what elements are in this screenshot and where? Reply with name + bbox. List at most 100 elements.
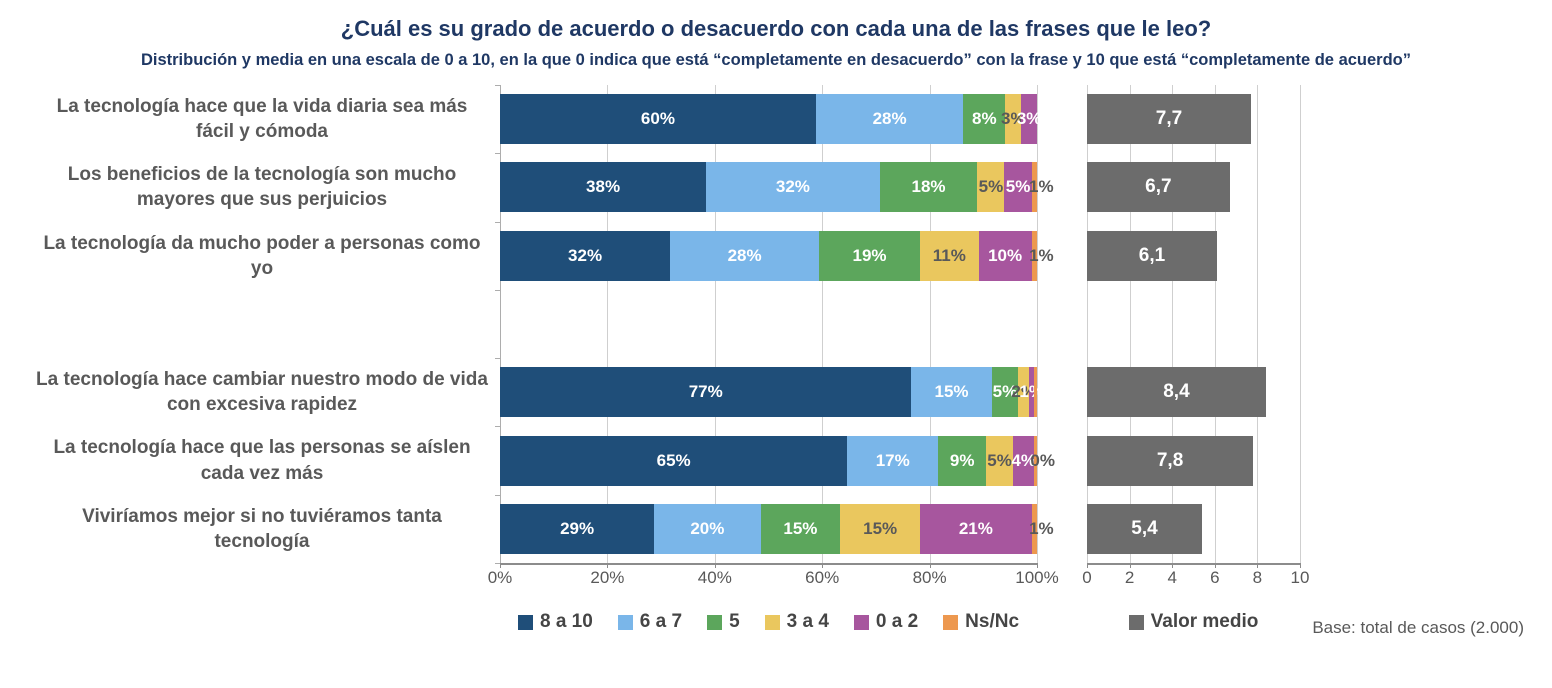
bar-segment: 1% [1029, 503, 1054, 554]
stacked-bar: 77% 15% 5% 2% 1% [500, 367, 1044, 418]
mean-label: 6,7 [1145, 176, 1172, 198]
axis-tick-label: 8 [1252, 568, 1263, 587]
gridline [1037, 85, 1038, 563]
bar-segment: 15% [911, 367, 992, 418]
bar-segment: 20% [654, 503, 761, 554]
mean-bar: 6,1 [1087, 230, 1217, 281]
bar-segment: 3% [1017, 94, 1041, 145]
bar-segment: 32% [500, 230, 671, 281]
bar-segment: 19% [819, 230, 921, 281]
segment-label: 5% [978, 177, 1004, 197]
axis-tick-label: 6 [1210, 568, 1220, 587]
segment-label: 20% [690, 518, 725, 538]
segment-label: 77% [688, 382, 723, 402]
stacked-bar: 38% 32% 18% 5% 5% 1% [500, 162, 1054, 213]
legend-label: 3 a 4 [786, 611, 829, 632]
legend-swatch [517, 614, 533, 630]
segment-label: 8% [972, 109, 997, 129]
segment-label: 5% [987, 450, 1012, 470]
gridline [714, 85, 716, 563]
category-label: Viviríamos mejor si no tuviéramos tanta … [82, 505, 442, 552]
segment-label: 15% [863, 518, 898, 538]
legend-label: Valor medio [1150, 611, 1259, 632]
legend-label: 6 a 7 [639, 611, 683, 632]
bar-segment: 5% [1004, 162, 1032, 213]
legend-item: Valor medio [1128, 611, 1259, 633]
mean-bar: 5,4 [1087, 503, 1203, 554]
segment-label: 21% [958, 518, 993, 538]
mean-label: 7,7 [1155, 108, 1183, 130]
bar-segment: 18% [879, 162, 978, 213]
legend-label: 5 [729, 611, 740, 632]
gridline [1300, 85, 1301, 563]
bar-segment: 5% [977, 162, 1005, 213]
segment-label: 19% [852, 245, 887, 265]
stacked-bar: 60% 28% 8% 3% 3% [500, 94, 1041, 145]
bar-segment: 9% [938, 435, 987, 486]
segment-label: 29% [560, 518, 595, 538]
axis-tick-label: 0 [1082, 568, 1092, 587]
legend-swatch [617, 614, 633, 630]
segment-label: 32% [568, 245, 603, 265]
category-label: La tecnología hace cambiar nuestro modo … [36, 369, 488, 416]
segment-label: 60% [640, 109, 675, 129]
category-label: La tecnología da mucho poder a personas … [43, 232, 481, 279]
legend: 8 a 10 6 a 7 5 3 a 4 0 a 2 Ns/Nc [500, 611, 1037, 633]
legend-swatch [853, 614, 869, 630]
axis-tick-label: 4 [1167, 568, 1177, 587]
segment-label: 1% [1019, 382, 1044, 402]
legend-item: 6 a 7 [617, 611, 683, 633]
segment-label: 3% [1001, 109, 1026, 129]
group-gap [500, 290, 1037, 358]
bar-segment: 10% [978, 230, 1032, 281]
gridline [822, 85, 824, 563]
segment-label: 4% [1011, 450, 1036, 470]
gridline [929, 85, 931, 563]
segment-label: 10% [988, 245, 1023, 265]
mean-legend: Valor medio [1087, 611, 1300, 633]
group-gap [1087, 290, 1300, 358]
category-labels-column: La tecnología hace que la vida diaria se… [36, 85, 488, 563]
legend-item: 8 a 10 [517, 611, 593, 633]
bar-segment: 8% [963, 94, 1006, 145]
category-axis-line [500, 85, 501, 563]
axis-tick-label: 2 [1124, 568, 1135, 587]
bar-segment: 0% [1030, 435, 1055, 486]
bar-segment: 77% [500, 367, 912, 418]
bar-segment: 17% [847, 435, 939, 486]
stacked-bar: 29% 20% 15% 15% 21% 1% [500, 503, 1054, 554]
mean-plot: 7,7 6,7 6,1 8,4 7,8 5,4 [1087, 85, 1301, 568]
mean-axis: 0 2 4 6 8 10 [1082, 568, 1309, 592]
segment-label: 17% [875, 450, 910, 470]
mean-bar: 7,8 [1087, 435, 1254, 486]
bar-segment: 11% [920, 230, 979, 281]
axis-tick-label: 40% [697, 568, 732, 587]
mean-bar: 8,4 [1087, 367, 1266, 418]
mean-label: 8,4 [1163, 381, 1190, 403]
bar-segment: 21% [920, 503, 1032, 554]
bar-segment: 65% [500, 435, 848, 486]
group-gap [36, 290, 488, 358]
legend-swatch [943, 614, 959, 630]
segment-label: 0% [1030, 450, 1055, 470]
bar-segment: 15% [840, 503, 921, 554]
legend-swatch [707, 614, 723, 630]
bar-segment: 5% [991, 367, 1019, 418]
segment-label: 11% [932, 245, 966, 265]
bar-segment: 3% [1001, 94, 1026, 145]
mean-label: 5,4 [1131, 517, 1158, 539]
mean-label: 6,1 [1138, 244, 1166, 266]
segment-label: 28% [727, 245, 762, 265]
segment-label: 15% [783, 518, 818, 538]
gridline [607, 85, 609, 563]
chart-subtitle: Distribución y media en una escala de 0 … [140, 51, 1412, 69]
bar-segment: 15% [760, 503, 841, 554]
segment-label: 1% [1029, 245, 1054, 265]
legend-label: 8 a 10 [539, 611, 593, 632]
bar-segment: 28% [815, 94, 964, 145]
bar-segment: 28% [670, 230, 820, 281]
distribution-plot: 60% 28% 8% 3% 3% 38% 32% 18% 5% 5% 1% 32… [495, 85, 1055, 568]
chart-title: ¿Cuál es su grado de acuerdo o desacuerd… [340, 16, 1212, 41]
axis-tick-label: 10 [1290, 568, 1310, 587]
